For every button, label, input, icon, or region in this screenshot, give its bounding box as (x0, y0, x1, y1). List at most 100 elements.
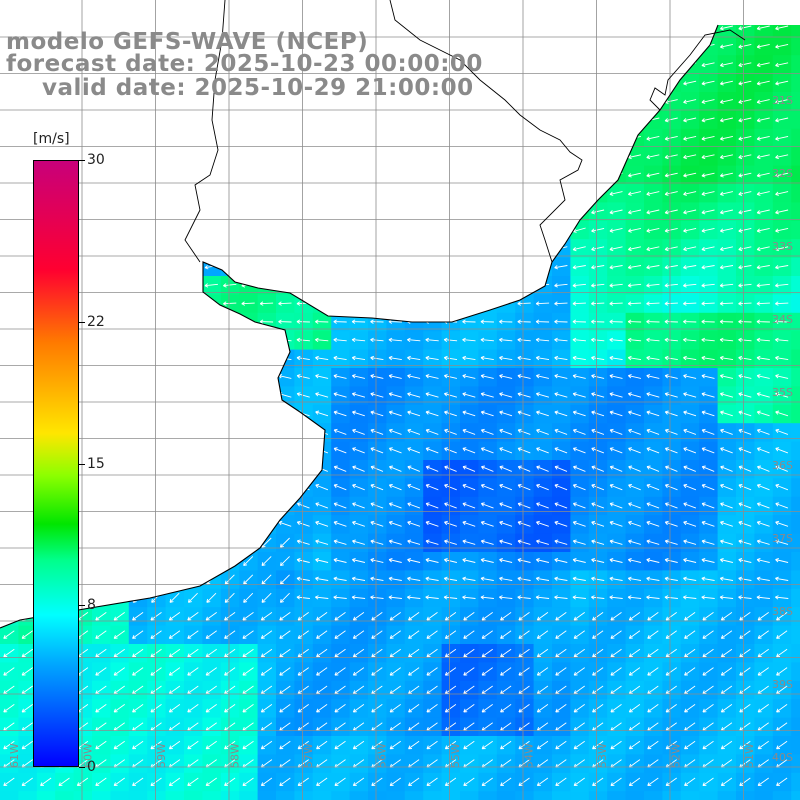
wind-arrow (389, 612, 401, 621)
wind-arrow (481, 630, 493, 639)
wind-cell (312, 625, 332, 645)
wind-arrow (738, 337, 752, 343)
wind-arrow (279, 592, 290, 603)
wind-arrow (701, 227, 715, 233)
wind-cell (257, 552, 277, 571)
wind-arrow (425, 502, 439, 509)
wind-arrow (591, 301, 605, 306)
model-title: modelo GEFS-WAVE (NCEP) (6, 29, 369, 55)
wind-arrow (775, 447, 789, 454)
wind-arrow (168, 777, 181, 787)
wind-cell (680, 165, 700, 185)
wind-arrow (627, 319, 642, 324)
wind-arrow (647, 648, 659, 658)
wind-arrow (775, 209, 789, 215)
wind-arrow (187, 630, 199, 639)
wind-cell (625, 202, 645, 222)
wind-arrow (389, 777, 401, 787)
wind-arrow (150, 777, 162, 787)
wind-arrow (646, 246, 660, 252)
wind-arrow (683, 227, 697, 233)
wind-cell (717, 294, 737, 314)
wind-arrow (480, 319, 494, 324)
wind-arrow (665, 740, 677, 750)
wind-arrow (351, 319, 366, 324)
wind-arrow (757, 740, 769, 750)
wind-cell (717, 312, 737, 332)
wind-arrow (756, 355, 770, 361)
wind-arrow (388, 502, 402, 509)
wind-arrow (315, 410, 329, 417)
wind-arrow (351, 392, 366, 398)
wind-cell (607, 644, 627, 663)
wind-cell (717, 202, 737, 222)
wind-arrow (684, 630, 696, 639)
wind-arrow (775, 520, 789, 527)
wind-arrow (95, 704, 107, 713)
wind-arrow (647, 612, 659, 621)
wind-arrow (702, 777, 714, 787)
wind-arrow (572, 595, 586, 600)
wind-arrow (738, 428, 752, 435)
wind-arrow (720, 630, 733, 639)
wind-cell (18, 625, 38, 645)
wind-cell (202, 588, 222, 608)
wind-arrow (316, 777, 328, 787)
wind-arrow (591, 576, 605, 581)
wind-arrow (132, 685, 144, 695)
wind-cell (220, 625, 240, 645)
wind-arrow (462, 428, 476, 435)
wind-arrow (572, 428, 586, 435)
wind-arrow (242, 685, 254, 695)
wind-arrow (592, 685, 604, 695)
wind-cell (386, 717, 406, 737)
wind-arrow (775, 265, 789, 270)
wind-cell (680, 772, 700, 792)
wind-cell (717, 239, 737, 259)
wind-arrow (719, 595, 734, 600)
wind-arrow (260, 630, 273, 639)
wind-arrow (738, 595, 752, 600)
wind-arrow (334, 612, 346, 621)
wind-cell (625, 239, 645, 259)
wind-cell (92, 644, 111, 663)
wind-cell (699, 128, 719, 148)
wind-arrow (351, 595, 366, 600)
wind-arrow (535, 576, 550, 581)
wind-arrow (591, 246, 605, 252)
longitude-label: 51W (743, 743, 756, 768)
wind-arrow (664, 172, 678, 178)
wind-arrow (21, 777, 33, 787)
wind-arrow (407, 502, 421, 509)
wind-arrow (573, 648, 585, 658)
wind-arrow (3, 630, 15, 639)
wind-cell (791, 533, 800, 553)
wind-arrow (664, 392, 678, 398)
wind-arrow (279, 667, 291, 676)
wind-arrow (756, 154, 770, 160)
wind-cell (92, 680, 111, 700)
wind-arrow (259, 301, 274, 306)
wind-arrow (775, 301, 789, 306)
wind-cell (680, 791, 700, 800)
wind-arrow (610, 685, 622, 695)
wind-cell (404, 699, 424, 719)
wind-arrow (296, 557, 310, 563)
wind-cell (312, 772, 332, 792)
wind-arrow (371, 612, 383, 621)
wind-cell (754, 331, 774, 351)
wind-arrow (333, 465, 347, 472)
wind-cell (552, 276, 571, 295)
wind-cell (607, 736, 627, 755)
wind-cell (184, 644, 203, 663)
river-border (184, 0, 226, 263)
wind-arrow (591, 557, 605, 563)
wind-arrow (647, 685, 659, 695)
wind-arrow (738, 227, 752, 233)
wind-arrow (224, 667, 236, 676)
wind-arrow (701, 99, 715, 104)
wind-cell (386, 680, 406, 700)
longitude-label: 59W (155, 743, 168, 768)
wind-arrow (701, 447, 715, 454)
wind-arrow (315, 539, 329, 545)
